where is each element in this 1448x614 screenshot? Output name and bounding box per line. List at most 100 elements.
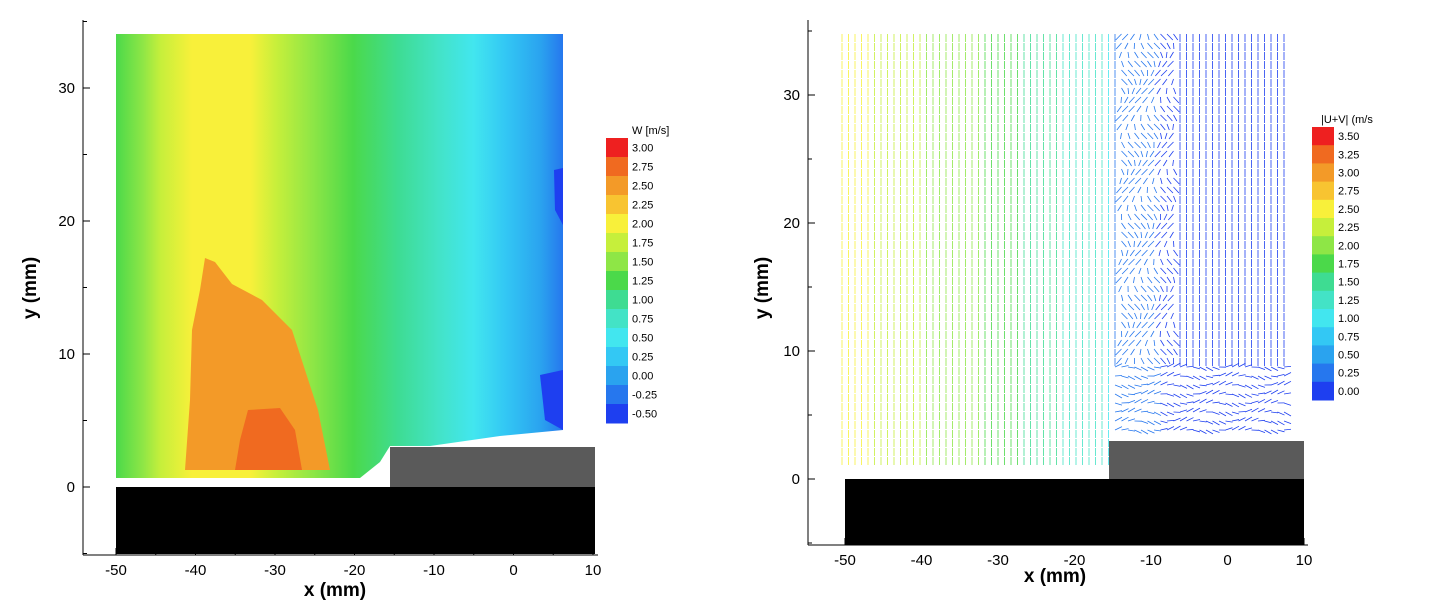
vector-arrow <box>1147 240 1155 248</box>
colorbar-label: 1.50 <box>1338 277 1359 289</box>
vector-arrow <box>1264 420 1272 424</box>
vector-arrow <box>1160 267 1167 275</box>
vector-arrow <box>1225 381 1233 386</box>
vector-arrow <box>1121 303 1127 311</box>
vector-arrow <box>1277 420 1285 426</box>
y-tick-label: 10 <box>58 346 75 363</box>
vector-arrow <box>1138 159 1142 167</box>
vector-arrow <box>1173 258 1180 266</box>
colorbar-label: 2.75 <box>632 162 653 174</box>
vector-arrow <box>1160 204 1165 212</box>
floor-block <box>116 487 595 554</box>
vector-arrow <box>1186 393 1194 397</box>
colorbar-label: 1.25 <box>1338 295 1359 307</box>
vector-arrow <box>1173 339 1180 347</box>
colorbar-label: 3.25 <box>1338 149 1359 161</box>
vector-arrow <box>1283 380 1292 386</box>
vector-arrow <box>1154 231 1161 239</box>
vector-arrow <box>1166 402 1175 408</box>
vector-arrow <box>1179 409 1188 413</box>
vector-arrow <box>1137 240 1142 248</box>
vector-arrow <box>1192 375 1201 381</box>
vector-arrow <box>1116 105 1122 113</box>
vector-arrow <box>1127 384 1136 389</box>
vector-arrow <box>1277 429 1285 433</box>
vector-arrow <box>1140 285 1147 293</box>
vector-arrow <box>1192 384 1201 389</box>
vector-arrow <box>1251 417 1259 422</box>
vector-arrow <box>1127 60 1133 68</box>
colorbar-swatch <box>1312 199 1334 219</box>
colorbar-label: 0.00 <box>1338 386 1359 398</box>
vector-arrow <box>1139 33 1142 41</box>
vector-arrow <box>1147 303 1149 311</box>
vector-arrow <box>1140 294 1148 302</box>
contour-field <box>116 34 563 478</box>
vector-arrow <box>1173 321 1176 329</box>
vector-arrow <box>1121 186 1129 194</box>
vector-arrow <box>1225 371 1233 377</box>
vector-arrow <box>1121 428 1129 431</box>
vector-arrow <box>1166 249 1169 257</box>
vector-arrow <box>1244 416 1253 422</box>
vector-arrow <box>1199 429 1207 435</box>
vector-arrow <box>1149 150 1155 158</box>
vector-arrow <box>1147 123 1154 131</box>
vector-arrow <box>1115 42 1122 50</box>
step-block <box>1109 441 1304 479</box>
vector-arrow <box>1124 330 1129 338</box>
vector-arrow <box>1153 186 1158 194</box>
vector-arrow <box>1127 132 1131 140</box>
vector-arrow <box>1167 60 1174 68</box>
vector-arrow <box>1160 381 1168 386</box>
vector-arrow <box>1134 408 1142 413</box>
vector-arrow <box>1134 375 1142 381</box>
vector-arrow <box>1121 384 1129 390</box>
colorbar-swatch <box>1312 381 1334 401</box>
vector-arrow <box>1244 408 1253 413</box>
step-block <box>390 447 595 487</box>
vector-arrow <box>1160 420 1168 424</box>
vector-arrow <box>1186 365 1194 368</box>
vector-arrow <box>1167 303 1174 311</box>
vector-arrow <box>1117 204 1122 212</box>
vector-arrow <box>1153 285 1160 293</box>
vector-arrow <box>1212 429 1220 433</box>
vector-arrow <box>1136 321 1142 329</box>
x-tick-label: -40 <box>911 552 933 569</box>
vector-arrow <box>1151 303 1155 311</box>
colorbar-swatch <box>1312 327 1334 346</box>
vector-arrow <box>1121 365 1129 368</box>
vector-arrow <box>1283 420 1292 425</box>
vector-arrow <box>1264 409 1272 413</box>
vector-arrow <box>1153 42 1161 50</box>
vector-arrow <box>1160 371 1168 377</box>
vector-arrow <box>1163 159 1168 167</box>
vector-arrow <box>1186 407 1194 413</box>
vector-arrow <box>1153 420 1162 426</box>
colorbar-swatch <box>606 157 628 177</box>
vector-arrow <box>1264 390 1272 395</box>
vector-arrow <box>1143 258 1148 266</box>
vector-arrow <box>1127 51 1130 59</box>
vector-arrow <box>1238 374 1246 377</box>
vector-arrow <box>1114 384 1123 389</box>
vector-arrow <box>1167 294 1174 302</box>
vector-arrow <box>1158 249 1161 257</box>
vector-arrow <box>1171 204 1174 212</box>
vector-arrow <box>1173 33 1179 41</box>
vector-arrow <box>1173 267 1179 275</box>
colorbar-swatch <box>606 195 628 215</box>
vector-arrow <box>1127 312 1134 320</box>
vector-arrow <box>1244 393 1253 398</box>
vector-arrow <box>1117 339 1122 347</box>
vector-arrow <box>1199 420 1207 423</box>
vector-arrow <box>1121 375 1129 379</box>
vector-arrow <box>1231 372 1240 377</box>
vector-arrow <box>1127 303 1135 311</box>
vector-arrow <box>1173 249 1179 257</box>
vector-arrow <box>1153 429 1162 432</box>
vector-arrow <box>1121 240 1127 248</box>
vector-arrow <box>1244 427 1253 431</box>
vector-arrow <box>1218 402 1227 405</box>
